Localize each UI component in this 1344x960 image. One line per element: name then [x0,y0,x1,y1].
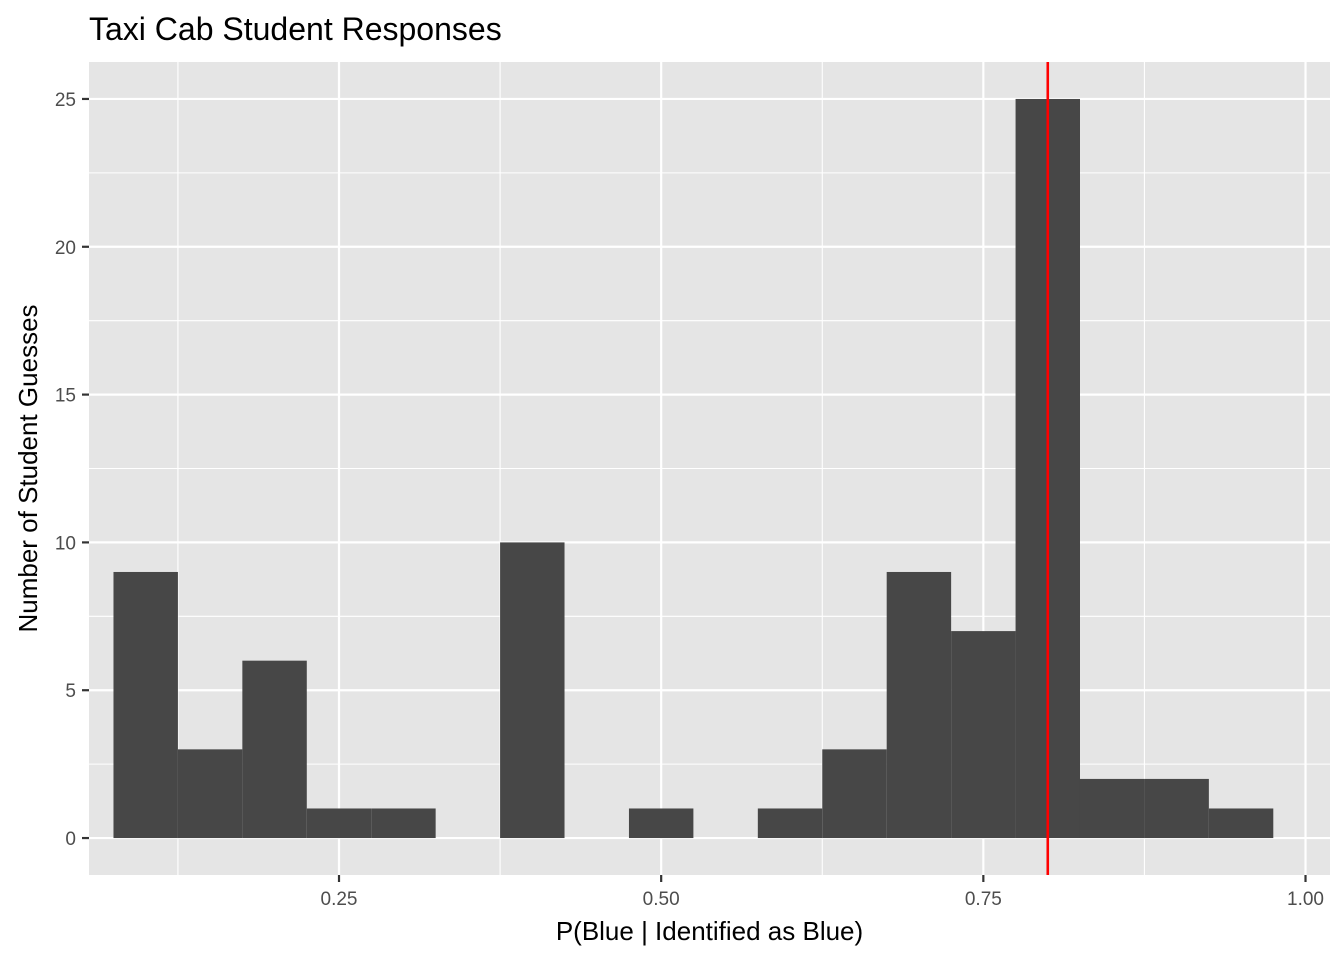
y-axis: 0 5 10 15 20 25 [55,90,89,850]
x-tick-label: 0.50 [643,889,680,910]
minor-gridlines [89,62,1330,875]
histogram-bar [628,808,694,839]
histogram-bar [886,571,952,839]
y-tick-label: 25 [55,90,76,111]
y-tick-label: 15 [55,386,76,407]
x-tick-label: 0.75 [965,889,1002,910]
histogram-bar [371,808,436,839]
y-tick-label: 20 [55,238,76,259]
histogram-bar [951,631,1016,839]
histogram-bar [822,749,887,839]
y-tick-label: 10 [55,533,76,554]
histogram-bar [113,571,178,839]
histogram-bar [306,808,372,839]
histogram-bar [242,660,307,839]
x-tick-label: 1.00 [1287,889,1324,910]
x-axis-title: P(Blue | Identified as Blue) [556,916,863,946]
x-tick-label: 0.25 [321,889,358,910]
histogram-bar [500,542,565,839]
chart-title: Taxi Cab Student Responses [89,11,502,47]
x-axis: 0.25 0.50 0.75 1.00 [321,875,1324,910]
histogram-bar [757,808,823,839]
y-axis-title: Number of Student Guesses [13,304,43,632]
major-gridlines [89,62,1330,875]
histogram-bar [1144,778,1209,839]
histogram-bar [1208,808,1274,839]
y-tick-label: 5 [65,681,76,702]
histogram-bar [177,749,243,839]
y-tick-label: 0 [65,829,76,850]
histogram-bar [1079,778,1145,839]
